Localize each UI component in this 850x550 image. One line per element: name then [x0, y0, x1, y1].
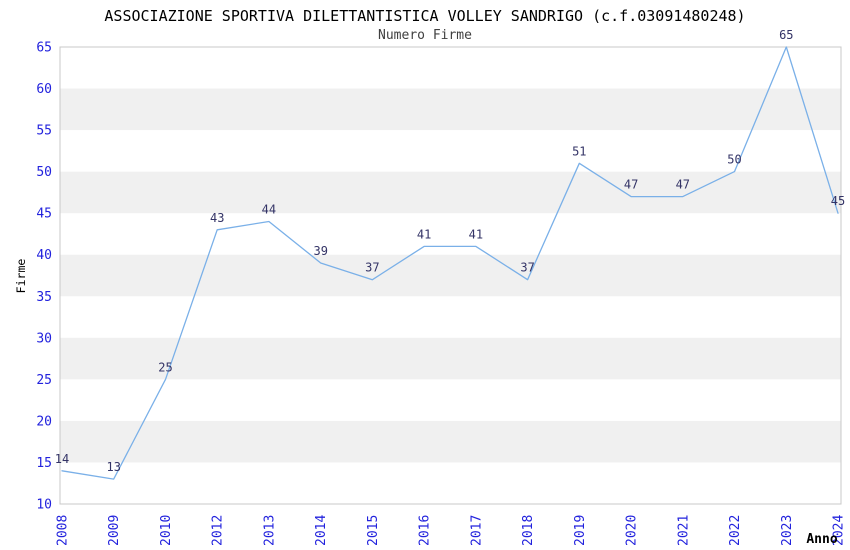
y-tick-label: 40 [36, 248, 52, 263]
x-tick-label: 2012 [211, 515, 226, 546]
data-point-label: 41 [469, 227, 483, 241]
y-tick-label: 55 [36, 124, 52, 139]
x-tick-label: 2017 [469, 515, 484, 546]
data-point-label: 44 [262, 203, 276, 217]
x-tick-label: 2008 [56, 515, 71, 546]
y-tick-label: 20 [36, 414, 52, 429]
x-tick-label: 2019 [573, 515, 588, 546]
x-tick-label: 2022 [728, 515, 743, 546]
y-tick-label: 60 [36, 82, 52, 97]
data-point-label: 25 [158, 360, 172, 374]
x-tick-label: 2020 [625, 515, 640, 546]
y-tick-label: 10 [36, 498, 52, 513]
grid-band [60, 337, 841, 380]
chart-subtitle: Numero Firme [378, 28, 472, 43]
chart-title: ASSOCIAZIONE SPORTIVA DILETTANTISTICA VO… [104, 7, 746, 25]
data-point-label: 39 [313, 244, 327, 258]
data-point-label: 50 [727, 153, 741, 167]
y-tick-label: 50 [36, 165, 52, 180]
plot-border [59, 46, 842, 505]
grid-band [60, 171, 841, 214]
x-tick-label: 2013 [262, 515, 277, 546]
data-point-label: 37 [365, 261, 379, 275]
data-point-label: 41 [417, 227, 431, 241]
y-tick-label: 45 [36, 207, 52, 222]
y-axis-title: Firme [14, 259, 28, 294]
y-tick-label: 65 [36, 41, 52, 56]
x-tick-label: 2023 [780, 515, 795, 546]
x-tick-label: 2014 [314, 515, 329, 546]
data-point-label: 45 [831, 194, 845, 208]
y-tick-label: 35 [36, 290, 52, 305]
data-point-label: 14 [55, 452, 69, 466]
data-point-label: 65 [779, 28, 793, 42]
x-tick-label: 2024 [832, 515, 847, 546]
y-tick-label: 15 [36, 456, 52, 471]
x-axis-title: Anno [806, 532, 837, 547]
data-point-label: 13 [106, 460, 120, 474]
x-tick-label: 2016 [418, 515, 433, 546]
data-point-label: 43 [210, 211, 224, 225]
data-point-label: 51 [572, 144, 586, 158]
y-tick-label: 25 [36, 373, 52, 388]
data-point-label: 47 [676, 178, 690, 192]
data-point-label: 47 [624, 178, 638, 192]
grid-band [60, 254, 841, 297]
y-tick-label: 30 [36, 331, 52, 346]
data-point-label: 37 [520, 261, 534, 275]
grid-band [60, 88, 841, 131]
grid-band [60, 420, 841, 463]
x-tick-label: 2015 [366, 515, 381, 546]
trend-line [61, 46, 839, 480]
x-tick-label: 2010 [159, 515, 174, 546]
x-tick-label: 2021 [676, 515, 691, 546]
x-tick-label: 2018 [521, 515, 536, 546]
x-tick-label: 2009 [107, 515, 122, 546]
